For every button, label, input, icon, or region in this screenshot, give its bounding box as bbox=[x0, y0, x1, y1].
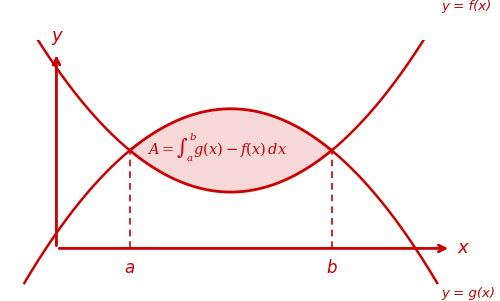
Text: a: a bbox=[124, 259, 135, 278]
Text: y = g(x): y = g(x) bbox=[442, 287, 496, 300]
Text: y: y bbox=[51, 27, 62, 45]
Text: y = f(x): y = f(x) bbox=[442, 0, 492, 13]
Text: $A = \int_a^b\!g(x) - f(x)\, dx$: $A = \int_a^b\!g(x) - f(x)\, dx$ bbox=[147, 132, 287, 164]
Text: b: b bbox=[326, 259, 337, 278]
Text: x: x bbox=[458, 239, 468, 257]
